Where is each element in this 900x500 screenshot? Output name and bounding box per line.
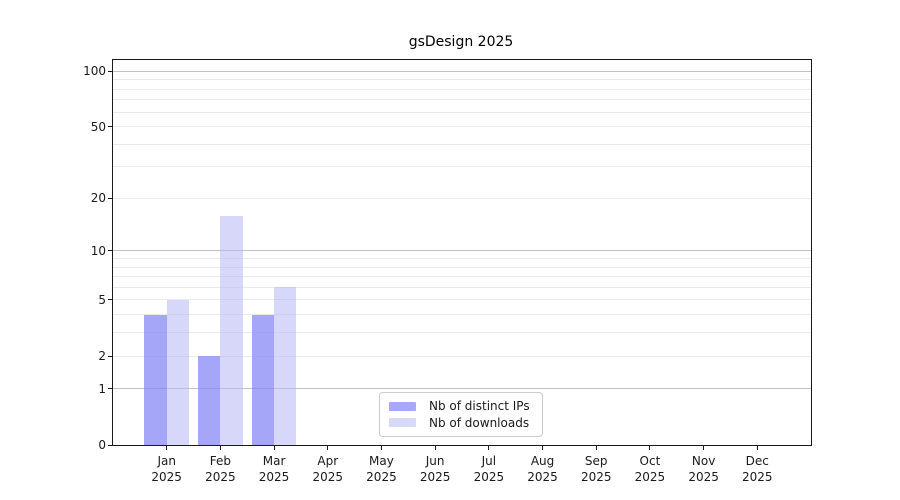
x-tick-year: 2025 (366, 470, 397, 484)
gridline-minor (113, 111, 811, 113)
x-tick-month: Aug (530, 454, 555, 468)
gridline-major (113, 70, 811, 72)
x-tick (542, 446, 544, 450)
x-tick-month: Dec (745, 454, 769, 468)
x-tick-label: Jul 2025 (459, 453, 519, 485)
y-tick-label: 1 (98, 381, 106, 396)
y-tick-label: 50 (90, 119, 106, 134)
gridline-major (113, 250, 811, 252)
x-tick-year: 2025 (473, 470, 505, 484)
y-tick-label: 2 (98, 349, 106, 364)
x-tick (434, 446, 436, 450)
gridline-minor (113, 166, 811, 168)
x-tick-year: 2025 (151, 470, 182, 484)
x-tick-label: Feb 2025 (190, 453, 250, 485)
legend-entry-distinct-ips: Nb of distinct IPs (389, 399, 532, 413)
x-tick-label: Nov 2025 (674, 453, 734, 485)
bar-downloads-feb (220, 215, 243, 445)
legend-swatch-distinct-ips-icon (389, 401, 416, 411)
bar-distinct-ips-feb (197, 356, 221, 445)
x-tick (327, 446, 329, 450)
x-tick-month: Nov (691, 454, 716, 468)
gridline-minor (113, 299, 811, 301)
gridline-major (113, 388, 811, 390)
x-tick-month: Sep (584, 454, 608, 468)
x-tick-year: 2025 (688, 470, 719, 484)
y-tick (108, 355, 112, 357)
legend-swatch-downloads-icon (389, 418, 416, 428)
y-tick (108, 388, 112, 390)
x-tick-year: 2025 (258, 470, 290, 484)
x-tick-label: Jan 2025 (137, 453, 197, 485)
x-tick-label: Apr 2025 (298, 453, 358, 485)
legend: Nb of distinct IPs Nb of downloads (379, 392, 543, 437)
y-tick-label: 20 (90, 191, 106, 206)
x-tick-month: Oct (639, 454, 661, 468)
gridline-minor (113, 266, 811, 268)
gridline-minor (113, 197, 811, 199)
y-tick (108, 250, 112, 252)
y-tick-label: 0 (98, 438, 106, 452)
gridline-minor (113, 143, 811, 145)
x-tick-month: Mar (262, 454, 286, 468)
y-tick (108, 126, 112, 128)
y-tick (108, 197, 112, 199)
x-tick-year: 2025 (205, 470, 236, 484)
x-tick-year: 2025 (580, 470, 612, 484)
legend-entry-downloads: Nb of downloads (389, 416, 532, 430)
gridline-minor (113, 314, 811, 316)
legend-label: Nb of downloads (429, 415, 530, 430)
x-tick-month: Jan (157, 454, 176, 468)
gridline-minor (113, 276, 811, 278)
y-tick-label: 10 (90, 243, 106, 258)
x-tick-month: Jun (425, 454, 445, 468)
x-tick-label: Jun 2025 (405, 453, 465, 485)
x-tick (380, 446, 382, 450)
legend-label: Nb of distinct IPs (429, 399, 530, 414)
x-tick-label: Aug 2025 (513, 453, 573, 485)
x-tick (219, 446, 221, 450)
x-tick-month: May (369, 454, 394, 468)
x-tick (166, 446, 168, 450)
x-tick (703, 446, 705, 450)
x-tick-month: Jul (481, 454, 497, 468)
x-tick-label: Dec 2025 (727, 453, 787, 485)
bar-downloads-jan (166, 299, 190, 445)
x-tick (595, 446, 597, 450)
x-tick-label: Oct 2025 (620, 453, 680, 485)
gridline-minor (113, 88, 811, 90)
gridline-minor (113, 258, 811, 259)
y-tick (108, 444, 112, 446)
y-tick (108, 299, 112, 301)
gridline-minor (113, 355, 811, 357)
x-tick-month: Feb (209, 454, 231, 468)
x-tick-year: 2025 (527, 470, 558, 484)
chart-title: gsDesign 2025 (408, 34, 514, 50)
x-tick-month: Apr (317, 454, 339, 468)
x-tick-year: 2025 (742, 470, 773, 484)
y-tick-label: 100 (83, 64, 106, 79)
y-tick (108, 70, 112, 72)
gridline-minor (113, 286, 811, 288)
x-tick-label: May 2025 (351, 453, 411, 485)
x-tick (756, 446, 758, 450)
x-tick-label: Sep 2025 (566, 453, 626, 485)
gridline-minor (113, 99, 811, 101)
x-tick (649, 446, 651, 450)
bar-distinct-ips-jan (144, 314, 167, 445)
x-tick-year: 2025 (419, 470, 451, 484)
gridline-minor (113, 332, 811, 334)
x-tick (488, 446, 490, 450)
x-tick (273, 446, 275, 450)
gridline-minor (113, 79, 811, 81)
x-tick-year: 2025 (312, 470, 344, 484)
bar-downloads-mar (274, 287, 297, 445)
plot-area: Nb of distinct IPs Nb of downloads 0 1 2 5 1… (83, 59, 812, 484)
x-tick-year: 2025 (634, 470, 666, 484)
gridline-minor (113, 126, 811, 128)
bar-distinct-ips-mar (251, 314, 275, 445)
x-tick-label: Mar 2025 (244, 453, 304, 485)
y-tick-label: 5 (98, 292, 106, 307)
